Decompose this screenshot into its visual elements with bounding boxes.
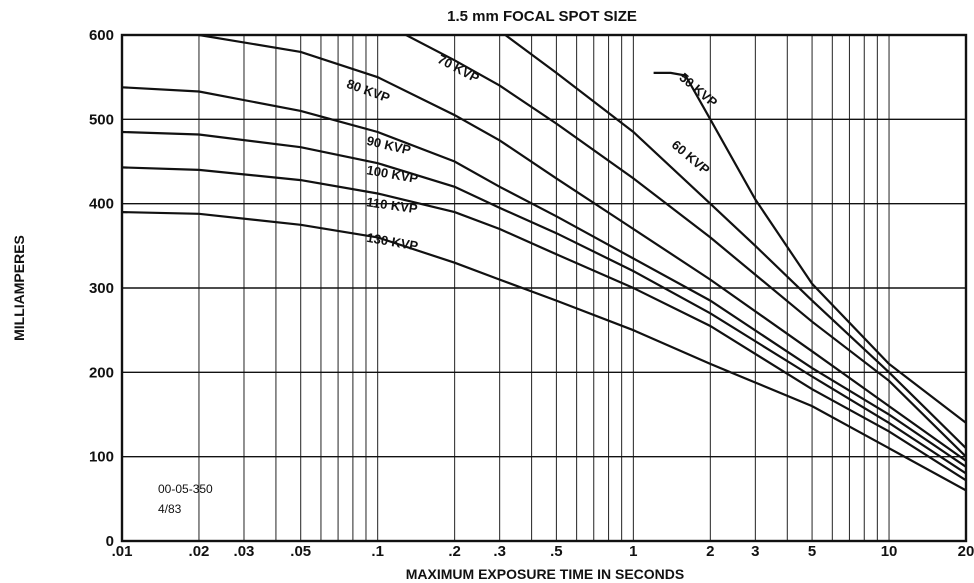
x-tick-label: .1 xyxy=(371,543,384,560)
series-label: 90 KVP xyxy=(365,133,412,158)
x-tick-label: .01 xyxy=(112,543,133,560)
x-tick-label: 20 xyxy=(958,543,974,560)
curve-130-kvp xyxy=(122,211,966,492)
y-tick-label: 600 xyxy=(89,27,114,44)
x-tick-label: .3 xyxy=(493,543,506,560)
curve-110-kvp xyxy=(122,166,966,482)
x-tick-label: .2 xyxy=(448,543,461,560)
x-tick-label: 2 xyxy=(706,543,714,560)
x-tick-label: 10 xyxy=(881,543,898,560)
series-label: 50 KVP xyxy=(676,70,720,111)
series-label: 110 KVP xyxy=(366,194,419,216)
x-tick-label: 5 xyxy=(808,543,816,560)
y-tick-labels: 0 100 200 300 400 500 600 xyxy=(89,27,114,550)
curve-70-kvp xyxy=(403,35,966,458)
curve-60-kvp xyxy=(503,35,966,449)
x-tick-label: 1 xyxy=(629,543,637,560)
x-tick-label: 3 xyxy=(751,543,759,560)
x-tick-label: .02 xyxy=(189,543,210,560)
y-tick-label: 400 xyxy=(89,196,114,213)
x-tick-labels: .01 .02 .03 .05 .1 .2 .3 .5 1 2 3 5 10 20 xyxy=(112,543,974,560)
x-tick-label: .03 xyxy=(234,543,255,560)
x-axis-label: MAXIMUM EXPOSURE TIME IN SECONDS xyxy=(406,566,684,582)
kvp-curves xyxy=(122,35,966,492)
drawing-date: 4/83 xyxy=(158,502,182,516)
y-tick-label: 0 xyxy=(106,533,114,550)
series-label: 70 KVP xyxy=(435,51,482,85)
series-label: 100 KVP xyxy=(365,162,419,186)
curve-50-kvp xyxy=(653,71,966,424)
series-label: 130 KVP xyxy=(365,230,419,254)
major-grid xyxy=(122,34,966,542)
y-tick-label: 100 xyxy=(89,449,114,466)
y-tick-label: 200 xyxy=(89,364,114,381)
curve-80-kvp xyxy=(198,35,966,462)
curve-90-kvp xyxy=(122,86,966,468)
curve-100-kvp xyxy=(122,130,966,475)
x-tick-label: .05 xyxy=(290,543,311,560)
y-axis-label: MILLIAMPERES xyxy=(11,235,27,341)
y-tick-label: 500 xyxy=(89,111,114,128)
plot-frame xyxy=(120,33,968,543)
chart-title: 1.5 mm FOCAL SPOT SIZE xyxy=(447,8,637,25)
x-tick-label: .5 xyxy=(550,543,563,560)
y-tick-label: 300 xyxy=(89,280,114,297)
drawing-number: 00-05-350 xyxy=(158,482,213,496)
